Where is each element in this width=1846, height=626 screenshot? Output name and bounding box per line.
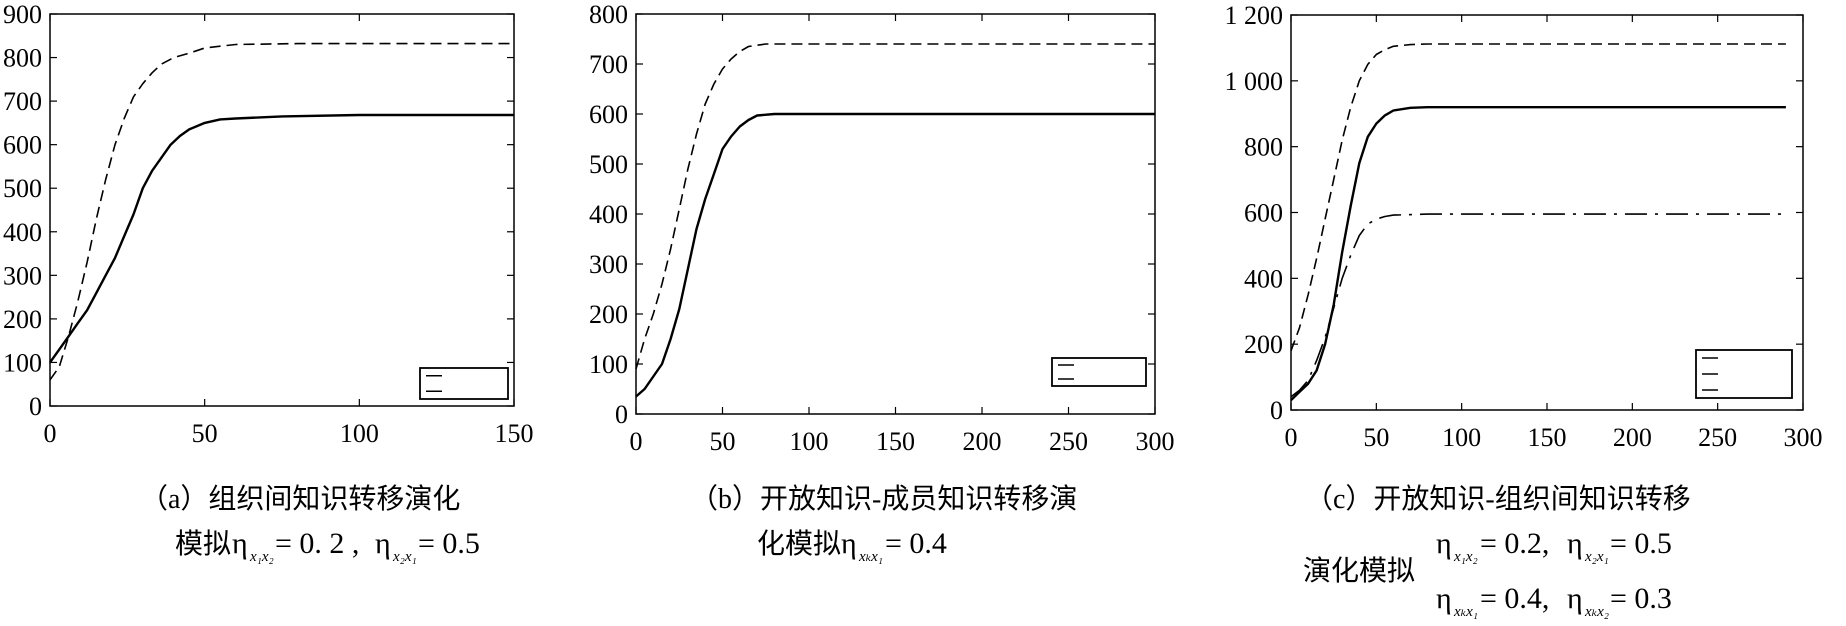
y-tick-label: 800 xyxy=(589,0,628,29)
series-line-dashed xyxy=(49,42,514,381)
caption-c-sub4: xₖx₂ xyxy=(1584,604,1609,620)
caption-a-line1: （a）组织间知识转移演化 xyxy=(140,483,460,515)
caption-c-sub1: x₁x₂ xyxy=(1453,549,1478,565)
eta-symbol: η xyxy=(375,527,391,560)
y-tick-label: 600 xyxy=(589,100,628,129)
x-tick-label: 0 xyxy=(1285,423,1298,452)
y-tick-label: 400 xyxy=(1244,264,1283,293)
caption-a-prefix: 模拟 xyxy=(175,528,231,560)
y-tick-label: 300 xyxy=(3,261,42,290)
caption-a-val2: = 0.5 xyxy=(418,527,480,560)
plot-frame xyxy=(49,13,515,407)
series-line-dashdot xyxy=(1290,213,1786,398)
x-tick-label: 0 xyxy=(44,419,57,448)
caption-c-sub2: x₂x₁ xyxy=(1584,549,1609,565)
x-tick-label: 150 xyxy=(1528,423,1567,452)
y-tick-label: 300 xyxy=(589,250,628,279)
x-tick-label: 50 xyxy=(192,419,218,448)
caption-b-val1: = 0.4 xyxy=(885,527,947,560)
caption-a-sub2: x₂x₁ xyxy=(392,549,417,565)
caption-b-line1: （b）开放知识-成员知识转移演 xyxy=(690,483,1077,515)
caption-c-sub3: xₖx₁ xyxy=(1453,604,1478,620)
chart-panel-a: 0 50 100 150 0 100 200 300 400 500 600 700 800 900 xyxy=(3,0,534,448)
x-tick-label: 100 xyxy=(1442,423,1481,452)
x-tick-label: 250 xyxy=(1049,427,1088,456)
eta-symbol: η xyxy=(841,527,857,560)
eta-symbol: η xyxy=(232,527,248,560)
x-tick-label: 150 xyxy=(495,419,534,448)
y-tick-label: 600 xyxy=(3,131,42,160)
plot-frame xyxy=(635,13,1156,415)
y-tick-label: 200 xyxy=(3,305,42,334)
x-tick-label: 100 xyxy=(340,419,379,448)
caption-c-line1: （c）开放知识-组织间知识转移 xyxy=(1305,483,1691,515)
caption-a-val1: = 0. 2 , xyxy=(275,527,359,560)
eta-symbol: η xyxy=(1567,527,1583,560)
x-tick-label: 100 xyxy=(790,427,829,456)
series-line-dashed xyxy=(635,43,1155,370)
y-tick-label: 0 xyxy=(1270,396,1283,425)
y-tick-label: 1 000 xyxy=(1225,67,1284,96)
x-tick-label: 200 xyxy=(963,427,1002,456)
caption-c-val3: = 0.4, xyxy=(1480,582,1549,615)
eta-symbol: η xyxy=(1436,582,1452,615)
x-tick-label: 150 xyxy=(876,427,915,456)
y-tick-label: 1 200 xyxy=(1225,1,1284,30)
y-tick-label: 400 xyxy=(589,200,628,229)
y-tick-label: 800 xyxy=(1244,133,1283,162)
series-line-dashed xyxy=(1290,43,1786,352)
y-tick-label: 600 xyxy=(1244,199,1283,228)
y-tick-label: 400 xyxy=(3,218,42,247)
chart-panel-c: 0 50 100 150 200 250 300 0 200 400 600 800 1 000 1 20… xyxy=(1225,1,1823,452)
y-tick-label: 500 xyxy=(3,174,42,203)
caption-a-sub1: x₁x₂ xyxy=(249,549,274,565)
y-tick-label: 200 xyxy=(589,300,628,329)
y-tick-label: 800 xyxy=(3,44,42,73)
x-tick-label: 200 xyxy=(1613,423,1652,452)
caption-b-sub1: xₖx₁ xyxy=(858,549,883,565)
y-tick-label: 900 xyxy=(3,0,42,29)
y-tick-label: 100 xyxy=(3,348,42,377)
y-tick-label: 0 xyxy=(29,392,42,421)
y-tick-label: 0 xyxy=(615,400,628,429)
y-tick-label: 100 xyxy=(589,350,628,379)
y-tick-label: 700 xyxy=(589,50,628,79)
x-tick-label: 50 xyxy=(710,427,736,456)
x-tick-label: 300 xyxy=(1784,423,1823,452)
caption-c-val4: = 0.3 xyxy=(1610,582,1672,615)
eta-symbol: η xyxy=(1567,582,1583,615)
series-line-solid xyxy=(635,112,1155,398)
y-tick-label: 700 xyxy=(3,87,42,116)
eta-symbol: η xyxy=(1436,527,1452,560)
legend-box xyxy=(419,367,509,400)
x-tick-label: 50 xyxy=(1363,423,1389,452)
chart-panel-b: 0 50 100 150 200 250 300 0 100 200 300 400 500 600 700… xyxy=(589,0,1175,456)
caption-c-val1: = 0.2, xyxy=(1480,527,1549,560)
caption-c-prefix: 演化模拟 xyxy=(1303,555,1415,587)
x-tick-label: 300 xyxy=(1136,427,1175,456)
caption-c-val2: = 0.5 xyxy=(1610,527,1672,560)
series-line-solid xyxy=(1290,106,1786,401)
y-tick-label: 500 xyxy=(589,150,628,179)
series-line-solid xyxy=(49,113,514,364)
y-tick-label: 200 xyxy=(1244,330,1283,359)
x-tick-label: 0 xyxy=(630,427,643,456)
caption-b-prefix: 化模拟 xyxy=(757,528,841,560)
x-tick-label: 250 xyxy=(1698,423,1737,452)
legend-box xyxy=(1051,357,1147,387)
